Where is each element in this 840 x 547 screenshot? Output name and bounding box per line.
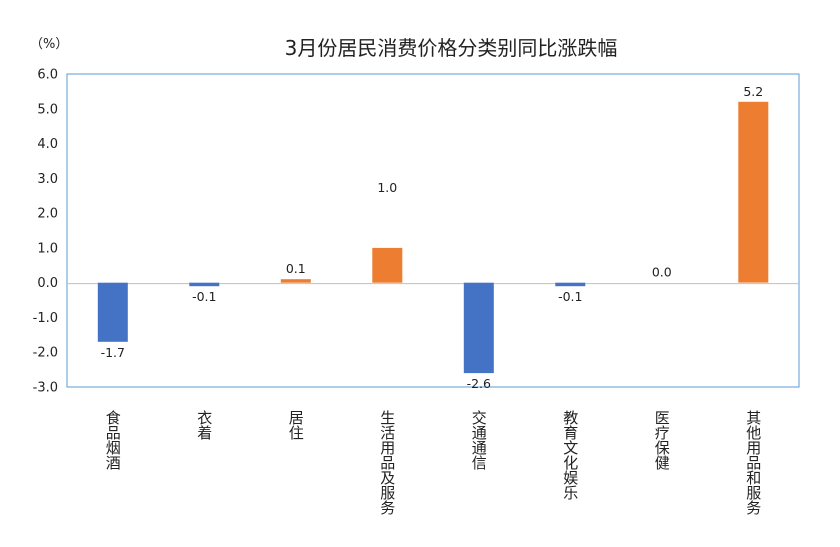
bar-5: [463, 282, 494, 374]
data-label-8: 5.2: [743, 84, 763, 99]
x-category-label: 食品烟酒: [104, 410, 122, 470]
plot-frame: [66, 73, 800, 388]
y-tick-label: 5.0: [37, 102, 58, 117]
x-category-label: 衣着: [195, 410, 213, 440]
data-label-3: 0.1: [286, 261, 306, 276]
data-label-5: -2.6: [467, 376, 491, 391]
bar-4: [372, 247, 403, 283]
y-unit-label: （%）: [30, 37, 68, 52]
x-category-label: 交通通信: [470, 409, 488, 470]
data-label-4: 1.0: [377, 180, 397, 195]
data-label-7: 0.0: [652, 265, 672, 280]
y-tick-label: -3.0: [33, 381, 58, 396]
data-label-6: -0.1: [558, 289, 582, 304]
x-category-label: 医疗保健: [653, 410, 671, 471]
y-tick-label: 2.0: [37, 207, 58, 222]
x-category-label: 生活用品及服务: [378, 410, 396, 516]
chart-title: 3月份居民消费价格分类别同比涨跌幅: [285, 36, 618, 60]
x-category-label: 教育文化娱乐: [561, 410, 579, 500]
y-tick-label: -1.0: [33, 311, 58, 326]
y-tick-label: -2.0: [33, 346, 58, 361]
y-tick-label: 6.0: [37, 68, 58, 83]
bar-8: [738, 101, 769, 283]
y-tick-label: 3.0: [37, 172, 58, 187]
x-category-label: 其他用品和服务: [744, 410, 762, 516]
x-category-label: 居住: [287, 410, 305, 440]
bar-3: [280, 279, 311, 283]
data-label-1: -1.7: [101, 345, 125, 360]
y-tick-label: 0.0: [37, 276, 58, 291]
bar-1: [97, 282, 128, 342]
data-label-2: -0.1: [192, 289, 216, 304]
y-tick-label: 1.0: [37, 241, 58, 256]
bar-6: [555, 282, 586, 287]
bar-2: [189, 282, 220, 287]
y-tick-label: 4.0: [37, 137, 58, 152]
